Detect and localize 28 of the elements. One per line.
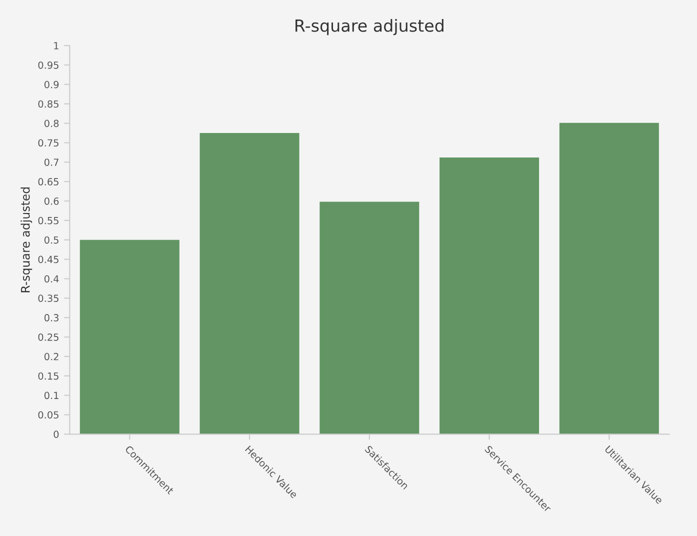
- y-tick-label: 0.7: [44, 158, 58, 166]
- bar: [559, 122, 659, 434]
- y-tick-label: 0.95: [38, 61, 58, 69]
- y-tick-label: 0.85: [38, 100, 58, 108]
- y-tick-label: 0.05: [38, 411, 58, 419]
- bar: [200, 132, 300, 434]
- y-axis-title: R-square adjusted: [20, 187, 32, 292]
- y-tick-label: 0.6: [44, 197, 59, 205]
- y-tick-label: 0.3: [44, 314, 59, 322]
- y-tick-label: 0.25: [38, 333, 58, 341]
- y-tick-label: 0.8: [44, 120, 59, 128]
- y-tick-label: 0.1: [44, 392, 58, 400]
- y-tick-label: 0.75: [38, 139, 58, 147]
- bar: [320, 202, 420, 434]
- y-tick-label: 0.4: [44, 275, 59, 283]
- bar: [80, 240, 180, 434]
- bar: [440, 157, 540, 434]
- y-tick-label: 0: [54, 430, 59, 438]
- y-tick-label: 0.5: [44, 236, 58, 244]
- y-tick-label: 0.9: [44, 80, 59, 88]
- y-tick-label: 1: [54, 42, 58, 50]
- y-tick-label: 0.2: [44, 352, 58, 360]
- y-tick-label: 0.45: [38, 256, 58, 264]
- y-tick-label: 0.15: [38, 372, 58, 380]
- chart-title: R-square adjusted: [296, 19, 444, 36]
- y-tick-label: 0.35: [38, 294, 58, 302]
- y-tick-label: 0.65: [38, 178, 58, 186]
- y-tick-label: 0.55: [38, 216, 58, 224]
